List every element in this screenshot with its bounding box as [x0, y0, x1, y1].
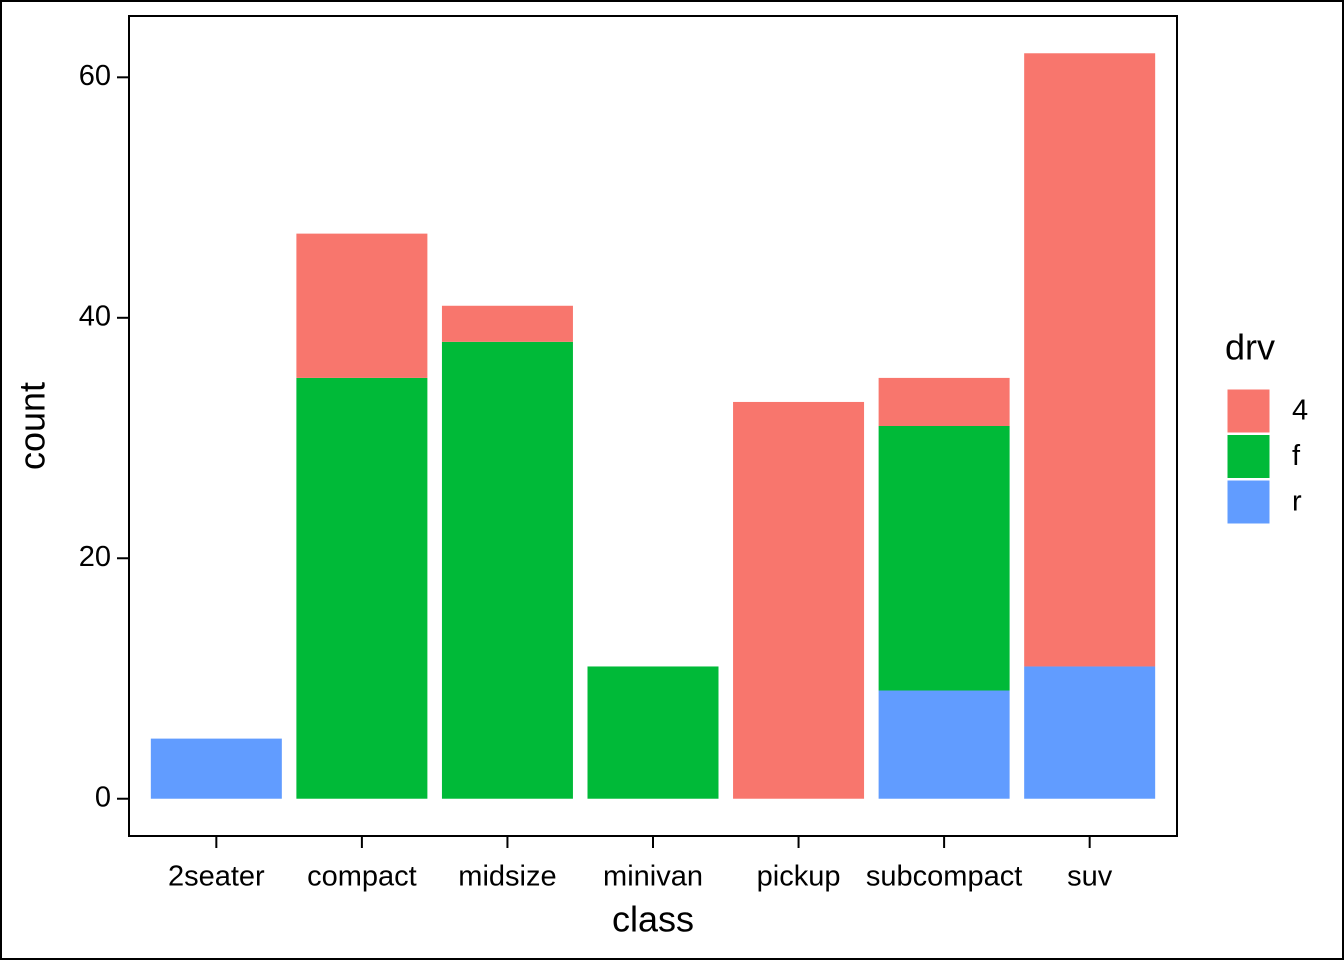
bar-segment [733, 401, 865, 799]
bar-segment [878, 377, 1010, 426]
y-tick-label: 0 [95, 781, 111, 813]
bar-segment [441, 305, 573, 342]
y-axis-title: count [12, 382, 53, 470]
legend-label: f [1292, 440, 1301, 472]
legend-title: drv [1225, 327, 1275, 368]
bar-segment [150, 738, 282, 799]
x-tick-label: pickup [757, 861, 841, 893]
bar-segment [878, 426, 1010, 691]
x-tick-label: 2seater [168, 861, 265, 893]
x-tick-label: midsize [458, 861, 556, 893]
bar-segment [441, 341, 573, 799]
legend-key [1226, 434, 1271, 479]
y-tick-label: 20 [79, 541, 111, 573]
bar-segment [1024, 666, 1156, 799]
bar-segment [587, 666, 719, 799]
y-tick-label: 60 [79, 60, 111, 92]
legend-label: r [1292, 486, 1302, 518]
x-tick-label: minivan [603, 861, 703, 893]
bar-segment [296, 233, 428, 378]
legend-key [1226, 479, 1271, 525]
x-tick-label: subcompact [866, 861, 1022, 893]
legend-label: 4 [1292, 395, 1308, 427]
legend-key [1226, 388, 1271, 434]
bar-segment [296, 377, 428, 799]
y-tick-label: 40 [79, 300, 111, 332]
x-tick-label: suv [1067, 861, 1113, 893]
x-tick-label: compact [307, 861, 417, 893]
bar-segment [1024, 53, 1156, 667]
x-axis-title: class [612, 899, 694, 940]
bar-segment [878, 690, 1010, 799]
